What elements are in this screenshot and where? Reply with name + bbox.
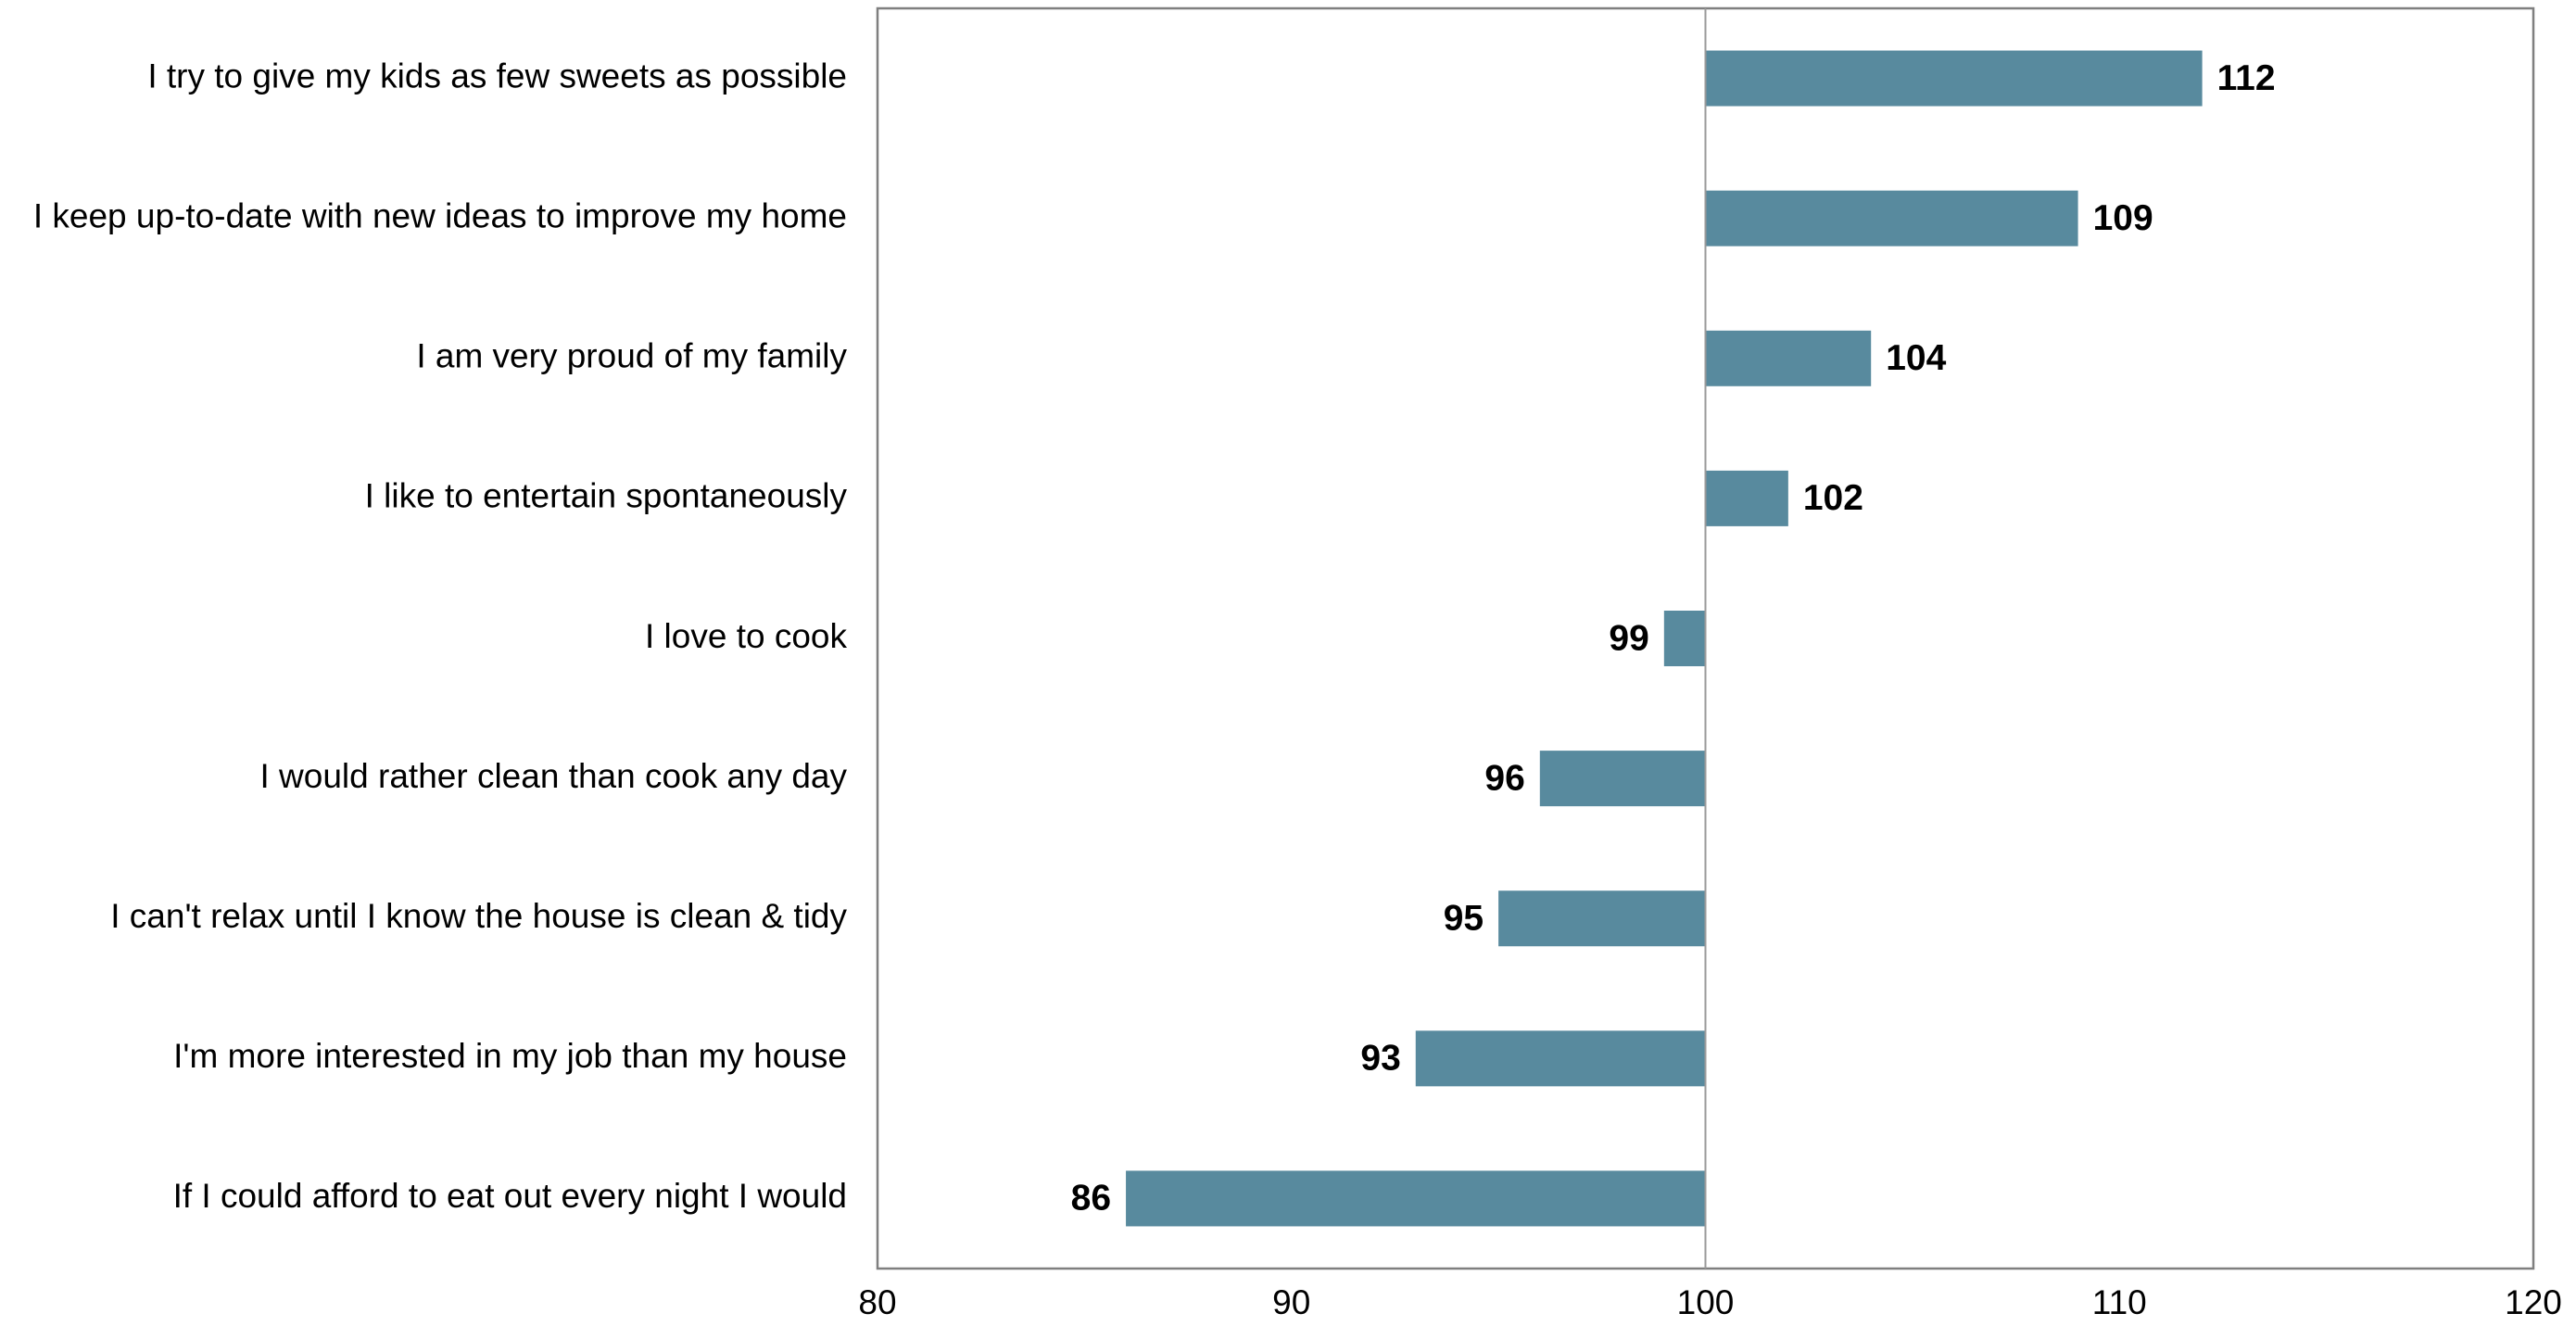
category-label: I would rather clean than cook any day <box>260 757 848 795</box>
bar <box>1415 1030 1706 1087</box>
value-label: 102 <box>1803 478 1863 518</box>
category-label: I am very proud of my family <box>416 337 847 375</box>
value-label: 109 <box>2093 198 2153 238</box>
bar <box>1663 611 1706 666</box>
x-axis-tick-labels: 80 90 100 110 120 <box>858 1283 2561 1321</box>
bars <box>1126 50 2203 1227</box>
value-label: 112 <box>2217 58 2276 98</box>
bar <box>1705 190 2078 246</box>
value-label: 104 <box>1886 338 1946 378</box>
category-label: I'm more interested in my job than my ho… <box>173 1037 847 1075</box>
x-tick-label: 110 <box>2092 1283 2147 1321</box>
x-tick-label: 100 <box>1677 1283 1735 1321</box>
category-label: If I could afford to eat out every night… <box>173 1177 847 1215</box>
bar <box>1705 50 2203 107</box>
value-label: 99 <box>1609 618 1648 658</box>
value-label: 96 <box>1484 758 1524 798</box>
value-label: 93 <box>1360 1039 1400 1079</box>
category-label: I love to cook <box>645 617 848 655</box>
x-tick-label: 80 <box>858 1283 896 1321</box>
bar <box>1498 890 1706 947</box>
x-tick-label: 120 <box>2505 1283 2562 1321</box>
category-label: I try to give my kids as few sweets as p… <box>147 57 847 95</box>
bar <box>1539 751 1706 807</box>
category-label: I like to entertain spontaneously <box>365 477 848 515</box>
value-labels: 112 109 104 102 99 96 95 93 86 <box>1071 58 2276 1219</box>
bar <box>1705 470 1788 526</box>
category-label: I keep up-to-date with new ideas to impr… <box>33 196 847 234</box>
category-label: I can't relax until I know the house is … <box>110 897 847 935</box>
bar <box>1126 1170 1706 1227</box>
x-tick-label: 90 <box>1272 1283 1310 1321</box>
value-label: 86 <box>1071 1179 1111 1219</box>
category-labels: I try to give my kids as few sweets as p… <box>33 57 848 1215</box>
bar <box>1705 330 1872 386</box>
value-label: 95 <box>1444 899 1484 939</box>
